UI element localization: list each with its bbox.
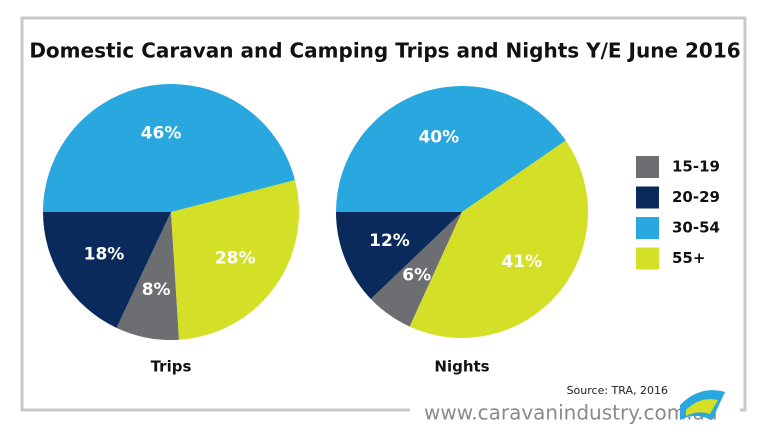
legend-swatch <box>636 247 659 270</box>
legend-label: 55+ <box>672 249 705 267</box>
legend-label: 30-54 <box>672 219 720 237</box>
pie-slice <box>370 212 462 327</box>
logo-shape <box>686 399 718 416</box>
source: Source: TRA, 2016 <box>567 384 668 397</box>
legend-swatch <box>636 156 659 178</box>
website: www.caravanindustry.com.au <box>424 401 718 425</box>
data-label: 18% <box>84 245 125 265</box>
logo <box>680 390 725 420</box>
data-label: 46% <box>141 123 182 143</box>
legend-swatch <box>636 217 659 239</box>
legend-label: 15-19 <box>672 158 720 176</box>
data-label: 12% <box>369 231 410 251</box>
data-label: 40% <box>418 127 459 147</box>
frame-border <box>20 16 747 412</box>
data-label: 6% <box>402 266 431 286</box>
pie-slice <box>43 212 171 328</box>
legend-label: 20-29 <box>672 188 720 206</box>
data-label: 28% <box>215 249 256 269</box>
frame <box>20 16 747 412</box>
data-label: 41% <box>501 252 542 272</box>
pie-slice <box>336 212 462 299</box>
pie-slice <box>116 212 180 340</box>
pie-slice <box>43 84 295 212</box>
pie-slice <box>409 140 588 338</box>
pie-label: Trips <box>151 358 192 376</box>
pie-slice <box>335 85 566 212</box>
legend-swatch <box>636 186 659 209</box>
pie-label: Nights <box>434 358 489 376</box>
chart-title: Domestic Caravan and Camping Trips and N… <box>29 39 740 63</box>
data-label: 8% <box>142 280 171 300</box>
pie-slice <box>171 180 299 340</box>
